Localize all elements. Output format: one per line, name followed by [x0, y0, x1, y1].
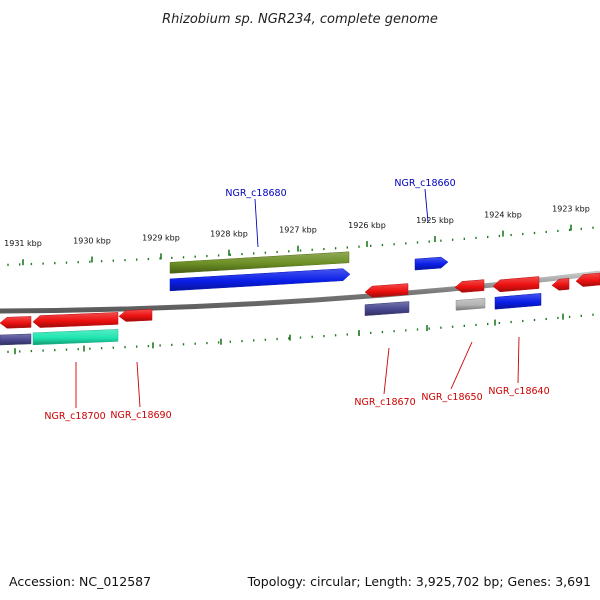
ruler-label: 1931 kbp	[4, 239, 42, 248]
gene-label[interactable]: NGR_c18700	[44, 411, 105, 422]
gene-feature[interactable]	[575, 272, 600, 287]
ruler-label: 1928 kbp	[210, 230, 248, 239]
gene-callout-line	[136, 361, 141, 408]
gene-feature[interactable]	[494, 293, 542, 310]
gene-label[interactable]: NGR_c18690	[110, 410, 171, 421]
gene-feature[interactable]	[364, 283, 409, 298]
genome-title: Rhizobium sp. NGR234, complete genome	[162, 12, 438, 27]
accession-text: Accession: NC_012587	[9, 574, 151, 589]
gene-feature[interactable]	[169, 268, 351, 292]
gene-feature[interactable]	[118, 309, 153, 322]
gene-feature[interactable]	[492, 276, 540, 293]
gene-feature[interactable]	[0, 316, 32, 329]
gene-callout-line	[254, 198, 259, 248]
topology-text: Topology: circular; Length: 3,925,702 bp…	[247, 574, 591, 589]
ruler-label: 1926 kbp	[348, 221, 386, 230]
gene-feature[interactable]	[32, 312, 119, 328]
gene-feature[interactable]	[551, 278, 570, 291]
gene-labels: NGR_c18680 NGR_c18660 NGR_c18700 NGR_c18690…	[44, 178, 549, 422]
gene-callout-line	[424, 188, 429, 223]
gene-callout-line	[383, 347, 390, 395]
gene-label[interactable]: NGR_c18680	[225, 188, 286, 199]
ruler-label: 1923 kbp	[552, 205, 590, 214]
gene-features	[0, 251, 600, 346]
gene-feature[interactable]	[454, 279, 485, 293]
ruler-labels: 1931 kbp 1930 kbp 1929 kbp 1928 kbp 1927 kbp…	[4, 205, 590, 249]
gene-callout-line	[450, 341, 473, 390]
gene-feature[interactable]	[364, 301, 410, 316]
ruler-label: 1929 kbp	[142, 233, 180, 242]
gene-label[interactable]: NGR_c18660	[394, 178, 455, 189]
gene-feature[interactable]	[32, 329, 119, 346]
ruler-label: 1924 kbp	[484, 211, 522, 220]
gene-feature[interactable]	[455, 297, 486, 311]
gene-label[interactable]: NGR_c18640	[488, 386, 549, 397]
gene-feature[interactable]	[414, 256, 449, 271]
ruler-top-ticks	[7, 224, 594, 266]
ruler-label: 1925 kbp	[416, 216, 454, 225]
gene-label[interactable]: NGR_c18670	[354, 397, 415, 408]
ruler-bottom-ticks	[7, 313, 594, 355]
ruler-label: 1927 kbp	[279, 226, 317, 235]
gene-feature[interactable]	[169, 251, 350, 274]
gene-label[interactable]: NGR_c18650	[421, 392, 482, 403]
gene-callout-line	[517, 336, 520, 384]
gene-feature[interactable]	[0, 333, 32, 346]
ruler-label: 1930 kbp	[73, 237, 111, 246]
